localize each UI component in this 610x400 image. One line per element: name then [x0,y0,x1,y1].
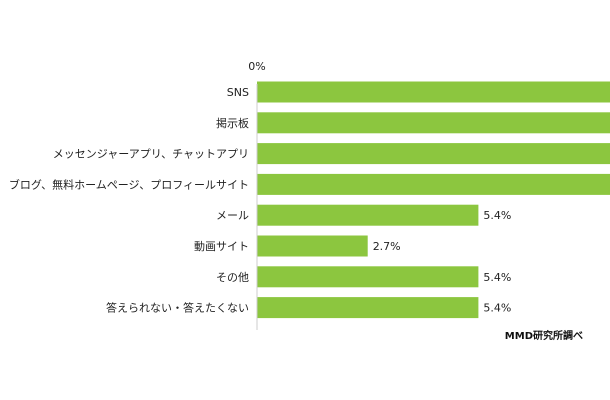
bar [257,143,610,165]
category-label: 答えられない・答えたくない [106,301,249,315]
category-label: メッセンジャーアプリ、チャットアプリ [53,148,249,161]
value-label: 5.4% [483,209,511,222]
bar [257,297,479,319]
bars [257,81,610,319]
bar [257,204,479,226]
bar [257,173,610,195]
category-label: その他 [216,271,249,284]
bar [257,235,368,257]
source-label: MMD研究所調べ [505,329,583,342]
category-label: SNS [227,86,249,99]
value-label: 2.7% [373,240,401,253]
category-label: 掲示板 [216,116,249,130]
value-labels: 60.8%31.1%23.0%18.9%5.4%2.7%5.4%5.4% [373,209,512,315]
value-label: 5.4% [483,302,511,315]
category-label: 動画サイト [194,239,249,253]
bar [257,112,610,134]
category-label: メール [216,209,249,222]
bar [257,266,479,288]
category-labels: SNS 掲示板メッセンジャーアプリ、チャットアプリブログ、無料ホームページ、プロフ… [9,86,249,315]
category-label: ブログ、無料ホームページ、プロフィールサイト [9,177,249,191]
x-axis-ticks: 0%10%20%30%40%50%60%70% [248,60,265,73]
x-tick-label: 0% [248,60,265,73]
value-label: 5.4% [483,271,511,284]
bar [257,81,610,103]
